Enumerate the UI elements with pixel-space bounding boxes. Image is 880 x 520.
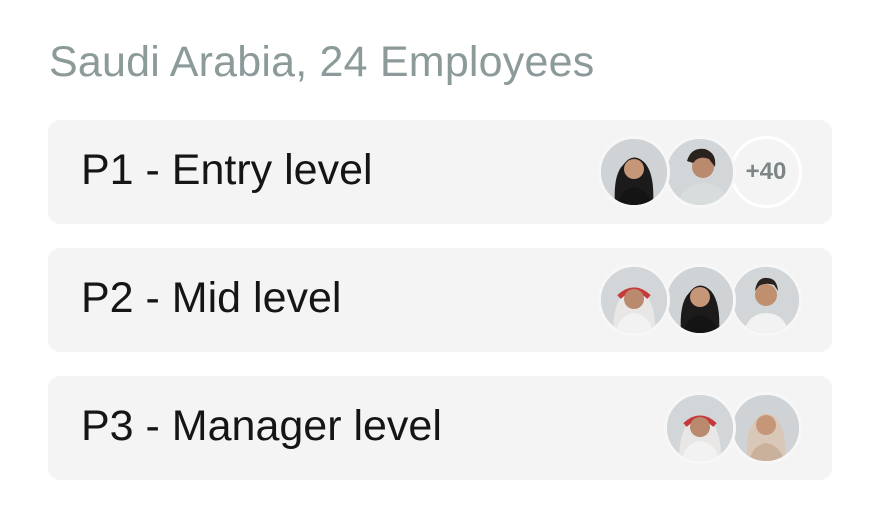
avatar [664,264,736,336]
level-row-p3[interactable]: P3 - Manager level [48,376,832,480]
avatar [664,392,736,464]
level-label: P1 - Entry level [81,146,373,194]
page-title: Saudi Arabia, 24 Employees [49,38,595,86]
avatar [598,136,670,208]
avatar [730,392,802,464]
level-row-p1[interactable]: P1 - Entry level +40 [48,120,832,224]
level-label: P3 - Manager level [81,402,442,450]
level-row-p2[interactable]: P2 - Mid level [48,248,832,352]
avatar [730,264,802,336]
level-label: P2 - Mid level [81,274,342,322]
avatar-group[interactable]: +40 [598,136,802,208]
avatar [664,136,736,208]
avatar [598,264,670,336]
avatar-group[interactable] [664,392,802,464]
avatar-group[interactable] [598,264,802,336]
more-count-badge[interactable]: +40 [730,136,802,208]
